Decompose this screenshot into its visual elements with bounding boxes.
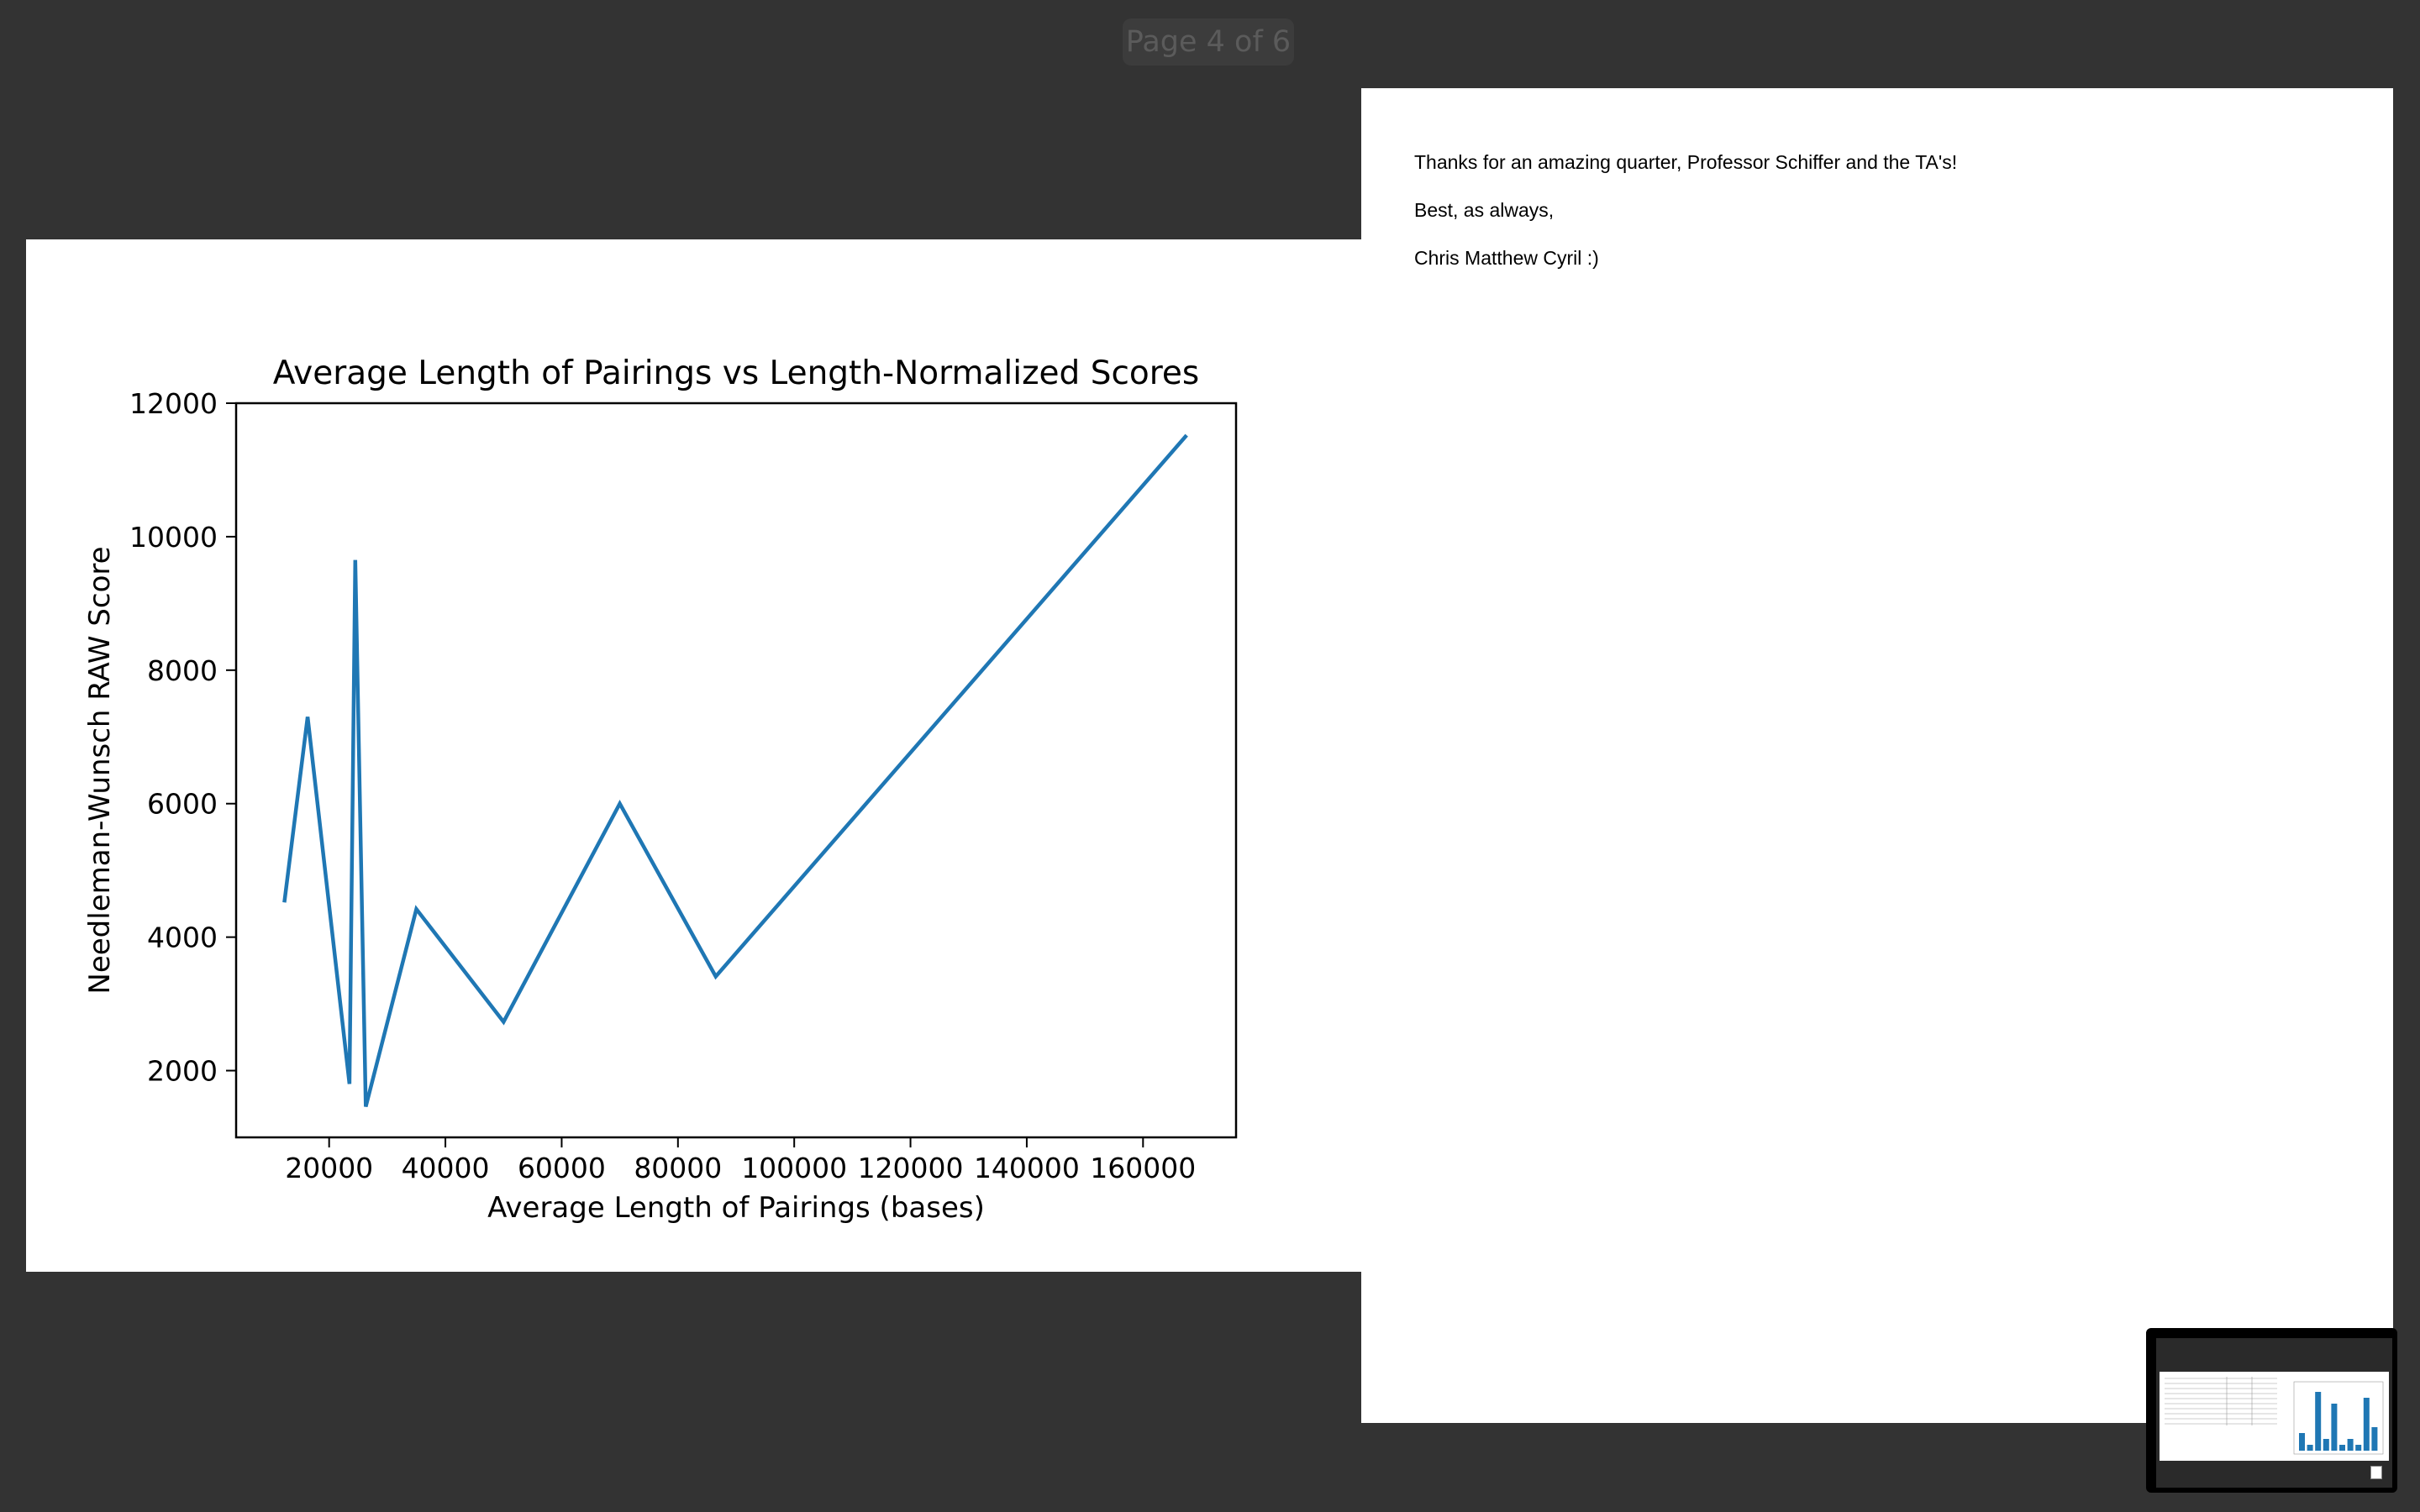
x-tick-label: 20000 (285, 1152, 373, 1184)
thumbnail-page-preview[interactable] (2160, 1372, 2389, 1461)
thumbnail-bar (2371, 1427, 2378, 1451)
y-axis-label: Needleman-Wunsch RAW Score (83, 546, 117, 994)
x-tick-label: 100000 (741, 1152, 847, 1184)
signature-line: Chris Matthew Cyril :) (1414, 247, 1599, 269)
document-page-chart[interactable]: Average Length of Pairings vs Length-Nor… (26, 239, 1361, 1272)
chart-title: Average Length of Pairings vs Length-Nor… (273, 354, 1200, 392)
x-axis-label: Average Length of Pairings (bases) (487, 1191, 985, 1225)
line-chart: Average Length of Pairings vs Length-Nor… (83, 354, 1238, 1225)
series-line (282, 433, 1188, 1108)
y-tick-label: 12000 (129, 387, 218, 420)
x-tick-label: 40000 (402, 1152, 490, 1184)
thumbnail-bar (2363, 1398, 2370, 1451)
closing-line: Best, as always, (1414, 199, 1555, 221)
x-axis: 20000 40000 60000 80000 100000 120000 140000 16… (285, 1137, 1196, 1184)
thumbnail-bars (2299, 1392, 2378, 1451)
thumbnail-chart-frame (2293, 1381, 2384, 1455)
thumbnail-bar (2323, 1439, 2329, 1451)
document-page-text[interactable]: Thanks for an amazing quarter, Professor… (1361, 88, 2393, 1423)
thumbnail-bar (2347, 1439, 2354, 1451)
x-tick-label: 140000 (974, 1152, 1080, 1184)
thumbnail-table (2165, 1377, 2277, 1425)
thanks-line: Thanks for an amazing quarter, Professor… (1414, 151, 1958, 173)
page-thumbnail-navigator[interactable] (2146, 1328, 2397, 1493)
y-tick-label: 6000 (147, 788, 218, 821)
y-axis: 2000 4000 6000 8000 10000 12000 (129, 387, 236, 1088)
thumbnail-preview-graphic (2165, 1377, 2384, 1455)
page-marker-icon (2370, 1466, 2382, 1479)
y-tick-label: 2000 (147, 1055, 218, 1088)
thumbnail-bar (2299, 1433, 2305, 1451)
thumbnail-bar (2331, 1404, 2338, 1451)
y-tick-label: 4000 (147, 921, 218, 954)
thumbnail-bar (2315, 1392, 2322, 1451)
plot-frame (234, 402, 1238, 1139)
thumbnail-bar (2307, 1445, 2313, 1451)
thumbnail-bar (2355, 1445, 2362, 1451)
page-indicator: Page 4 of 6 (1123, 18, 1294, 66)
y-tick-label: 10000 (129, 521, 218, 554)
thumbnail-viewport (2156, 1338, 2392, 1488)
x-tick-label: 120000 (858, 1152, 964, 1184)
y-tick-label: 8000 (147, 654, 218, 687)
x-tick-label: 160000 (1090, 1152, 1196, 1184)
x-tick-label: 60000 (518, 1152, 606, 1184)
x-tick-label: 80000 (634, 1152, 722, 1184)
thumbnail-bar (2339, 1445, 2345, 1451)
